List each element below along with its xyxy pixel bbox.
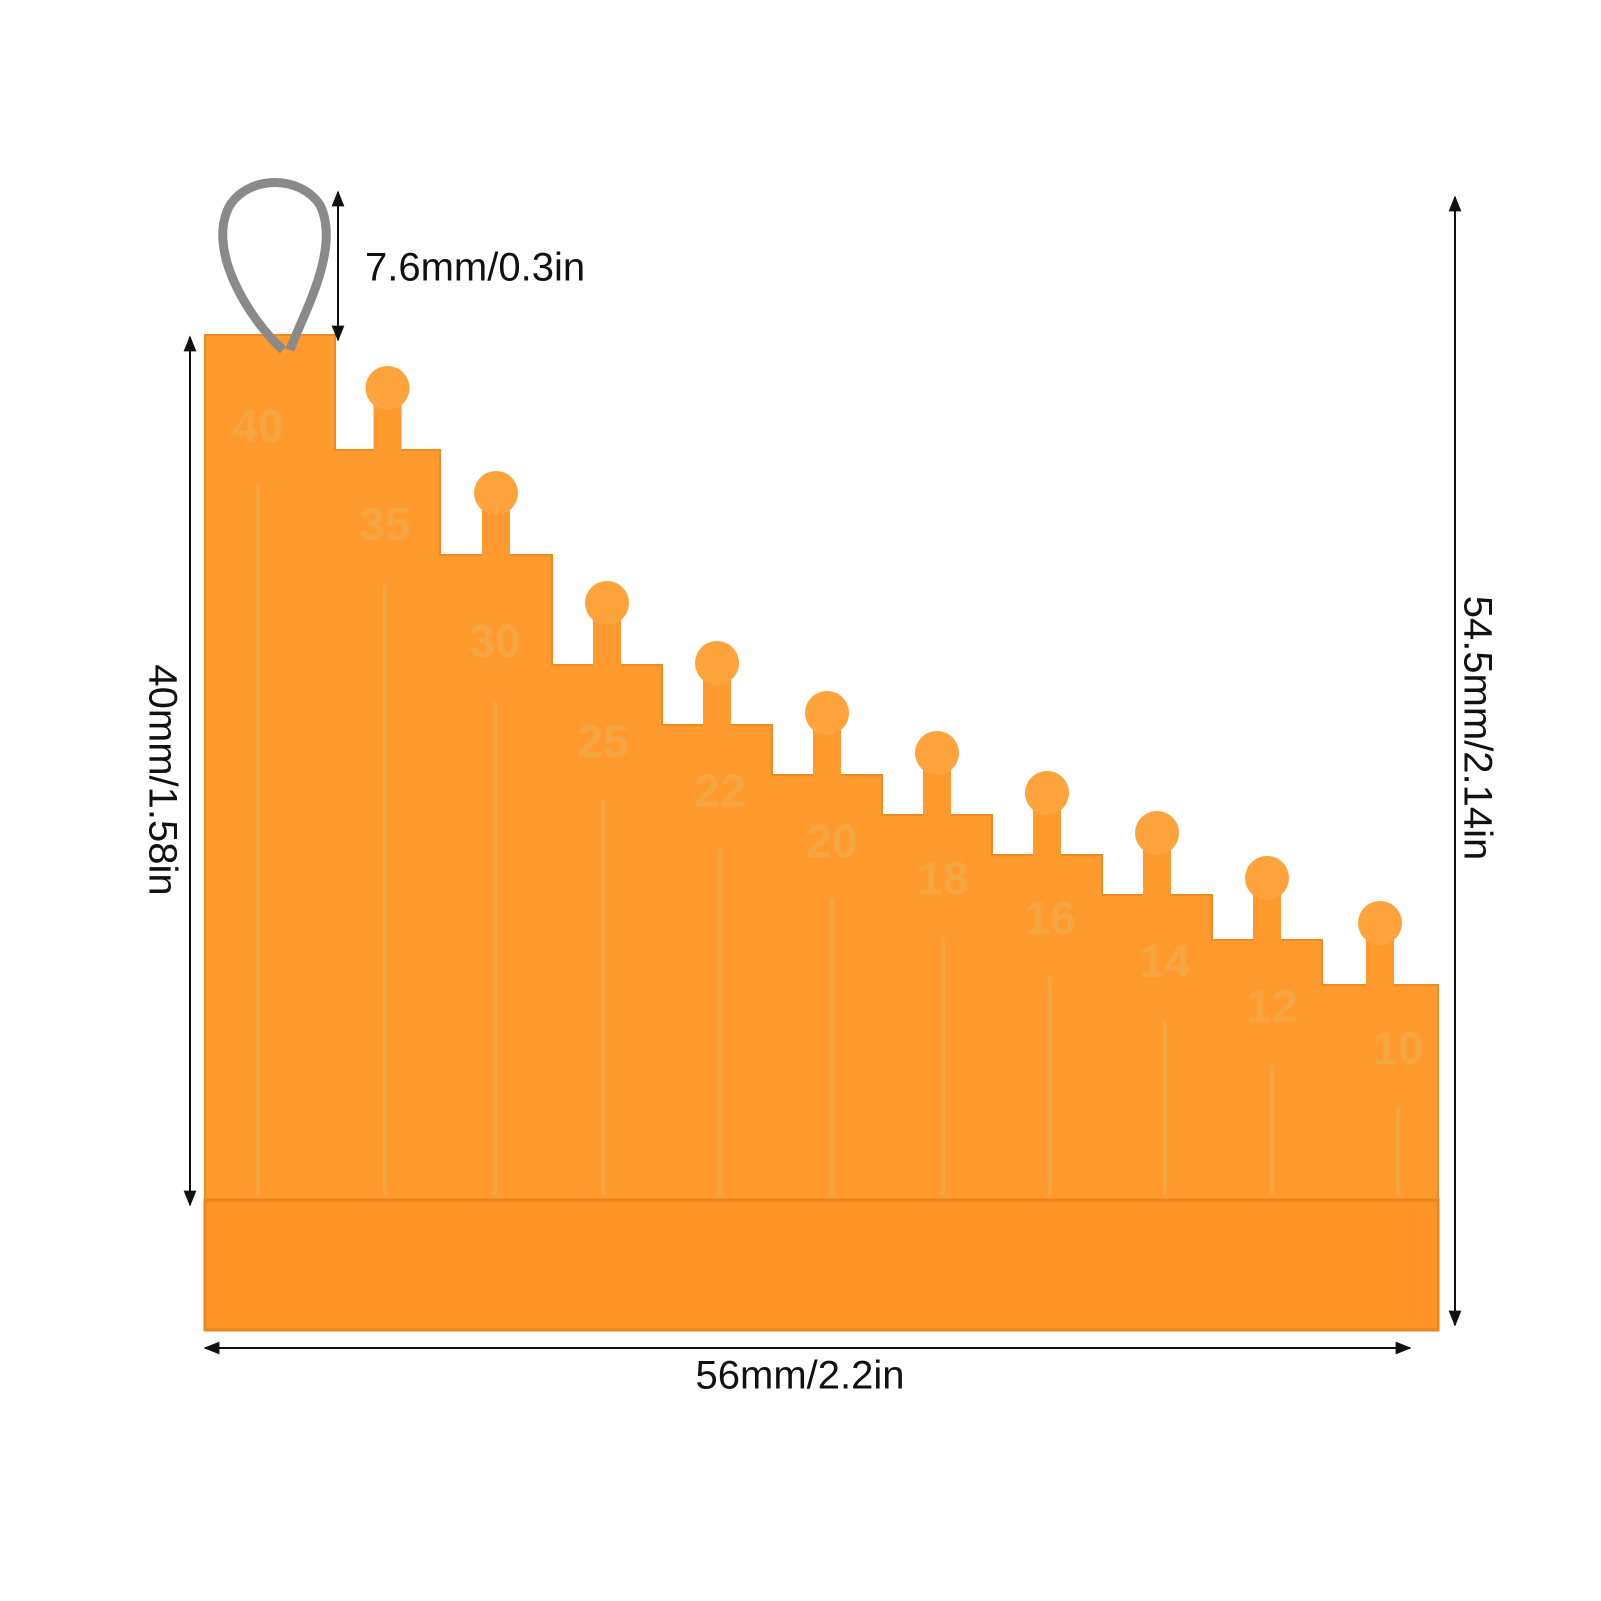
step-label: 20 xyxy=(806,815,857,867)
pin-head xyxy=(474,471,518,515)
width-label: 56mm/2.2in xyxy=(696,1354,905,1398)
gauge-base xyxy=(203,1198,1440,1332)
gauge-body xyxy=(204,334,1439,1331)
gauge: 40 35 30 25 22 20 18 16 14 12 10 xyxy=(203,334,1440,1332)
pin-head xyxy=(1025,771,1069,815)
step-label: 10 xyxy=(1372,1022,1423,1074)
step-label: 12 xyxy=(1246,980,1297,1032)
pin-head xyxy=(1245,856,1289,900)
step-label: 22 xyxy=(694,765,745,817)
step-label: 16 xyxy=(1024,892,1075,944)
pin-head xyxy=(805,691,849,735)
pin-head xyxy=(585,581,629,625)
total-height-label: 54.5mm/2.14in xyxy=(1455,596,1499,861)
hook xyxy=(218,178,331,354)
pin-head xyxy=(1358,901,1402,945)
step-label: 35 xyxy=(359,498,410,550)
pin-head xyxy=(915,731,959,775)
hook-label: 7.6mm/0.3in xyxy=(365,246,585,290)
pin-head xyxy=(1135,811,1179,855)
pin-head xyxy=(695,641,739,685)
pin-head xyxy=(365,366,410,410)
step-label: 40 xyxy=(232,400,283,452)
step-label: 18 xyxy=(917,852,968,904)
step-label: 14 xyxy=(1139,935,1191,987)
height-label: 40mm/1.58in xyxy=(140,664,184,895)
step-label: 25 xyxy=(577,715,628,767)
step-label: 30 xyxy=(469,615,520,667)
